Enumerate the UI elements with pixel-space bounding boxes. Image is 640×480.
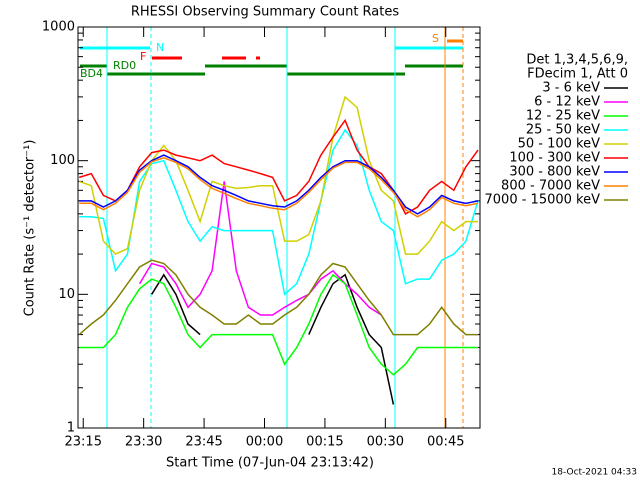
legend-header: Det 1,3,4,5,6,9, bbox=[526, 53, 628, 68]
series-line bbox=[78, 259, 478, 336]
y-tick-label: 100 bbox=[50, 153, 75, 168]
legend-label: 100 - 300 keV bbox=[509, 151, 600, 166]
x-tick-label: 23:15 bbox=[65, 435, 102, 450]
legend-label: 6 - 12 keV bbox=[534, 95, 600, 110]
flag-bars bbox=[80, 39, 463, 76]
chart-title: RHESSI Observing Summary Count Rates bbox=[131, 5, 400, 20]
x-tick-label: 23:30 bbox=[125, 435, 162, 450]
series-line bbox=[79, 128, 479, 296]
x-tick-label: 23:45 bbox=[185, 435, 222, 450]
legend-label: 50 - 100 keV bbox=[518, 137, 601, 152]
y-axis-label: Count Rate (s⁻¹ detector⁻¹) bbox=[23, 140, 38, 317]
x-tick-label: 00:45 bbox=[427, 435, 464, 450]
series-line bbox=[79, 157, 479, 218]
series-line bbox=[78, 95, 478, 256]
series-line bbox=[151, 273, 395, 405]
flag-label: RD0 bbox=[113, 59, 136, 72]
x-tick-label: 00:30 bbox=[367, 435, 404, 450]
flag-label: F bbox=[140, 50, 146, 63]
series-line bbox=[79, 154, 479, 215]
x-tick-label: 00:15 bbox=[306, 435, 343, 450]
timestamp: 18-Oct-2021 04:33 bbox=[552, 468, 637, 478]
flag-label: S bbox=[432, 32, 439, 45]
y-tick-label: 1 bbox=[67, 421, 75, 436]
legend-header: FDecim 1, Att 0 bbox=[527, 67, 628, 82]
x-tick-label: 00:00 bbox=[246, 435, 283, 450]
y-tick-label: 10 bbox=[58, 287, 75, 302]
legend-label: 7000 - 15000 keV bbox=[485, 193, 601, 208]
flag-label: N bbox=[156, 41, 164, 54]
legend-label: 800 - 7000 keV bbox=[501, 179, 600, 194]
series-line bbox=[138, 181, 382, 316]
series-line bbox=[79, 273, 478, 376]
legend-label: 300 - 800 keV bbox=[509, 165, 600, 180]
plot-frame bbox=[77, 26, 481, 429]
legend-label: 3 - 6 keV bbox=[542, 81, 600, 96]
x-axis-label: Start Time (07-Jun-04 23:13:42) bbox=[166, 456, 374, 471]
legend-label: 25 - 50 keV bbox=[526, 123, 600, 138]
y-tick-label: 1000 bbox=[42, 20, 75, 35]
legend-label: 12 - 25 keV bbox=[526, 109, 600, 124]
event-lines bbox=[106, 27, 464, 428]
flag-label: BD4 bbox=[80, 67, 103, 80]
series-line bbox=[78, 118, 479, 215]
